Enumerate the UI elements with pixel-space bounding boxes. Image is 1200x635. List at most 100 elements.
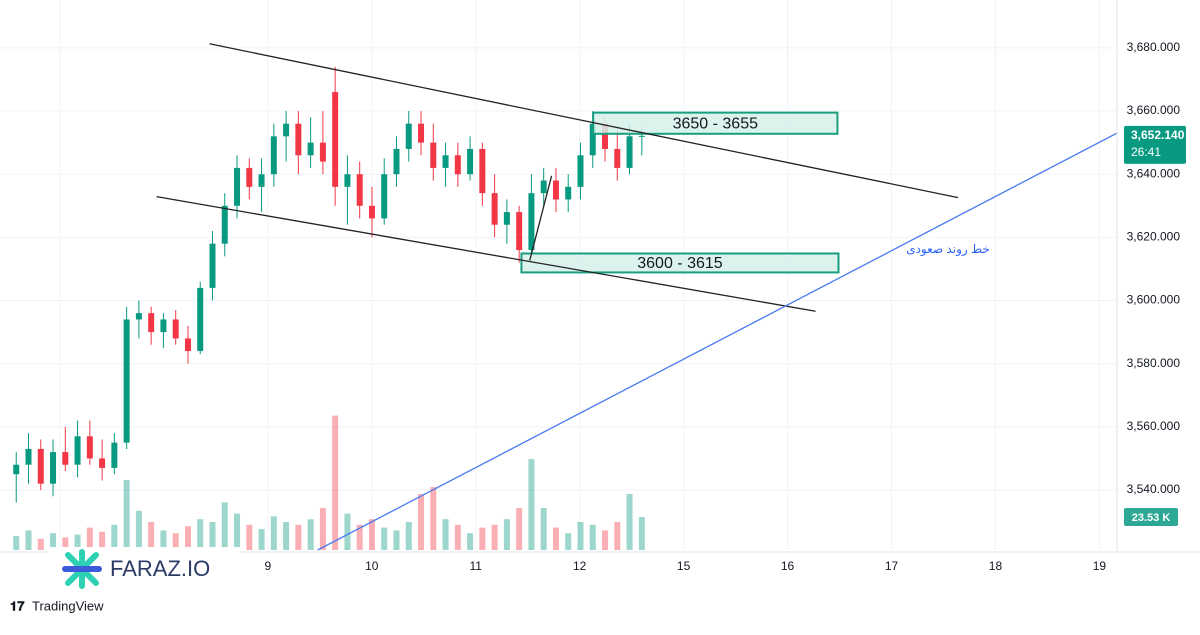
trend-line — [529, 175, 553, 261]
volume-bar — [565, 533, 572, 550]
candle-body — [638, 135, 645, 137]
candle-body — [479, 148, 486, 194]
volume-bar — [516, 508, 523, 550]
volume-bar — [148, 522, 155, 550]
volume-bar — [172, 533, 179, 550]
candle-body — [356, 174, 363, 206]
last-volume-tag — [1124, 508, 1178, 527]
volume-bar — [540, 508, 547, 550]
volume-bar — [197, 519, 204, 550]
x-tick-label: 9 — [264, 559, 271, 573]
volume-bar — [381, 527, 388, 550]
volume-bar — [160, 530, 167, 550]
volume-bar — [589, 524, 596, 550]
candle-body — [246, 167, 253, 187]
candle-body — [565, 186, 572, 200]
candle-body — [577, 155, 584, 187]
trend-line — [156, 195, 816, 312]
volume-bar — [319, 508, 326, 550]
trend-line — [209, 43, 959, 199]
volume-bar — [99, 531, 106, 550]
candle-body — [381, 174, 388, 219]
volume-bar — [467, 533, 474, 550]
volume-bar — [209, 522, 216, 550]
candle-body — [418, 123, 425, 143]
brand-icon — [62, 549, 102, 589]
volume-bar — [111, 524, 118, 550]
candle-body — [13, 464, 20, 475]
candle-body — [528, 193, 535, 250]
candle-body — [467, 148, 474, 175]
candle-body — [270, 136, 277, 175]
candle-body — [111, 442, 118, 468]
candle-body — [602, 123, 609, 149]
candle-body — [197, 287, 204, 352]
volume-bar — [344, 513, 351, 550]
y-tick-label: 3,560.000 — [1127, 419, 1181, 433]
x-tick-label: 19 — [1093, 559, 1107, 573]
y-tick-label: 3,620.000 — [1127, 230, 1181, 244]
countdown: 26:41 — [1131, 145, 1161, 159]
candle-body — [614, 148, 621, 168]
volume-bar — [221, 502, 228, 550]
volume-bar — [442, 519, 449, 550]
volume-bar — [184, 526, 191, 550]
grid — [0, 0, 1117, 550]
candle-body — [99, 458, 106, 468]
candle-body — [283, 123, 290, 137]
last-volume-label: 23.53 K — [1132, 512, 1171, 524]
volume-bar — [614, 522, 621, 550]
volume-bar — [74, 534, 81, 550]
volume-bar — [405, 522, 412, 550]
last-price-label: 3,652.140 — [1131, 128, 1185, 142]
candle-body — [393, 148, 400, 175]
x-tick-label: 11 — [469, 559, 482, 573]
volume-bar — [638, 517, 645, 550]
volume-bar — [234, 513, 241, 550]
zone-label: 3600 - 3615 — [637, 255, 723, 272]
volume-bar — [25, 530, 32, 550]
volume-bar — [62, 537, 69, 550]
candle-body — [221, 205, 228, 244]
volume-bar — [479, 527, 486, 550]
volume-bar — [270, 516, 277, 550]
candle-body — [123, 319, 130, 443]
volume-bar — [295, 524, 302, 550]
volume-bar — [454, 524, 461, 550]
footer-text: TradingView — [32, 598, 104, 613]
candle-body — [344, 174, 351, 187]
candle-body — [368, 205, 375, 219]
volume-bar — [258, 529, 265, 550]
volume-bar — [491, 524, 498, 550]
volume-bar — [503, 519, 510, 550]
volume-bar — [246, 524, 253, 550]
candle-body — [86, 436, 93, 459]
volume-bar — [86, 527, 93, 550]
candle-body — [74, 436, 81, 465]
candle-body — [442, 155, 449, 168]
candle-body — [172, 319, 179, 339]
volume-bar — [50, 533, 57, 550]
candle-body — [209, 243, 216, 288]
x-tick-label: 10 — [365, 559, 379, 573]
candle-body — [258, 174, 265, 187]
brand-logo: FARAZ.IO — [48, 547, 240, 591]
volume-bar — [626, 494, 633, 550]
volume-bar — [123, 480, 130, 550]
candle-body — [516, 212, 523, 250]
volume-bar — [528, 459, 535, 550]
brand-name: FARAZ.IO — [110, 556, 210, 581]
candle-body — [503, 212, 510, 225]
volume-bar — [368, 519, 375, 550]
candle-body — [454, 155, 461, 175]
volume-bar — [577, 522, 584, 550]
candle-body — [234, 167, 241, 206]
price-zone — [520, 252, 840, 274]
x-tick-label: 18 — [989, 559, 1003, 573]
candle-body — [184, 338, 191, 352]
candle-body — [295, 123, 302, 156]
candle-body — [552, 180, 559, 200]
candle-body — [148, 313, 155, 333]
y-tick-label: 3,640.000 — [1127, 166, 1181, 180]
